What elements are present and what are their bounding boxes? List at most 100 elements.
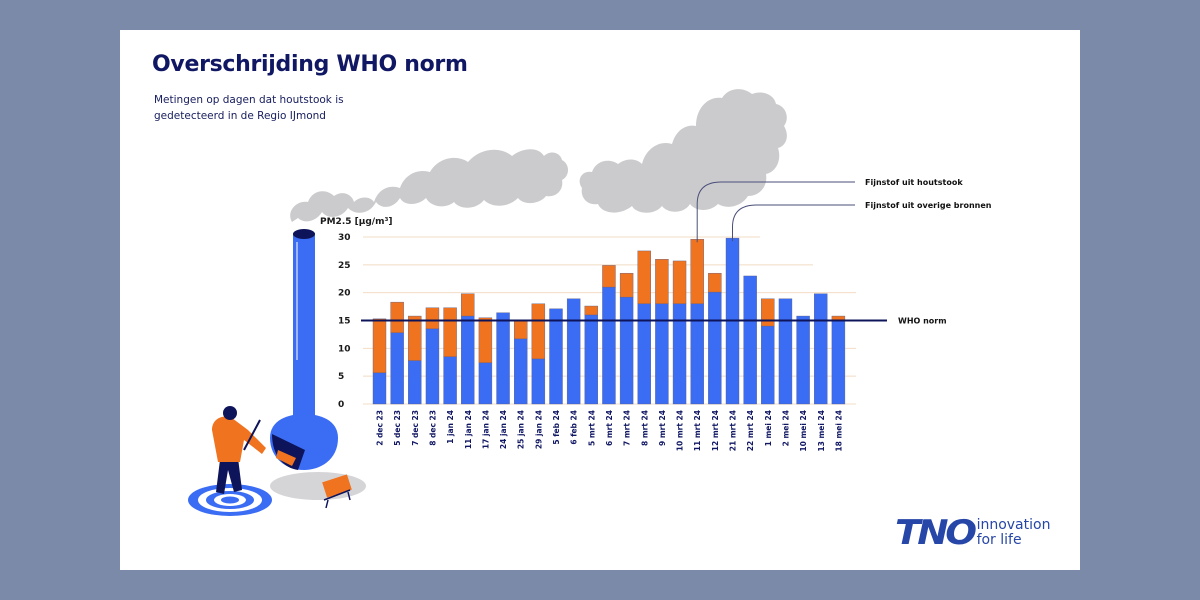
x-tick-label: 29 jan 24 [534,410,543,449]
bar-overige-6 [478,362,493,405]
annotation-overige: Fijnstof uit overige bronnen [865,201,992,210]
x-tick-label: 5 mrt 24 [587,410,596,446]
x-tick-label: 17 jan 24 [481,410,490,449]
bar-overige-7 [496,312,510,405]
bar-houtstook-17 [672,260,687,304]
bar-overige-2 [408,360,422,405]
bar-overige-8 [514,338,528,405]
x-tick-label: 2 mei 24 [781,410,790,446]
bar-houtstook-9 [531,303,546,360]
bar-houtstook-5 [461,293,475,317]
page-title: Overschrijding WHO norm [152,52,468,77]
x-tick-label: 11 mrt 24 [693,410,702,451]
bar-overige-11 [566,298,581,405]
x-tick-label: 6 mrt 24 [605,410,614,446]
x-tick-label: 8 mrt 24 [640,410,649,446]
x-tick-label: 22 mrt 24 [746,410,755,451]
bar-overige-22 [761,325,775,405]
stove-illustration [188,229,366,516]
bar-overige-25 [814,293,828,405]
bar-houtstook-0 [372,318,387,374]
bar-overige-5 [461,315,475,405]
bar-houtstook-4 [443,307,457,357]
x-tick-label: 7 mrt 24 [623,410,632,446]
bar-overige-9 [531,358,546,405]
y-tick-10: 10 [338,344,351,354]
firewood-basket [322,474,352,509]
x-tick-label: 1 jan 24 [446,410,455,444]
x-tick-label: 5 dec 23 [393,410,402,446]
x-tick-label: 10 mrt 24 [676,410,685,451]
x-tick-label: 2 dec 23 [376,410,385,446]
x-tick-label: 10 mei 24 [799,410,808,452]
bar-overige-13 [602,286,616,405]
bar-overige-18 [690,303,704,405]
person-figure [212,406,266,494]
x-tick-label: 18 mei 24 [834,410,843,452]
tagline-line-1: innovation [976,517,1051,533]
annotation-leader-overige [732,204,855,242]
bar-houtstook-6 [478,317,493,364]
bar-houtstook-1 [390,301,404,333]
bar-houtstook-19 [708,272,722,293]
fire-logs [276,450,296,466]
bar-overige-1 [390,332,404,405]
page-subtitle: Metingen op dagen dat houtstook is gedet… [154,94,344,122]
y-tick-5: 5 [338,372,344,382]
smoke-cloud-left [290,149,568,222]
x-tick-label: 8 dec 23 [428,410,437,446]
bar-houtstook-14 [619,272,634,298]
bar-overige-12 [584,314,598,405]
bar-overige-23 [778,298,793,405]
y-axis-title: PM2.5 [µg/m³] [320,217,393,227]
tno-logo-mark: TNO [895,513,977,553]
smoke-cloud-right [579,89,787,213]
y-tick-20: 20 [338,289,351,299]
bar-overige-15 [637,303,651,405]
tagline-line-2: for life [976,532,1022,548]
x-tick-label: 6 feb 24 [570,410,579,445]
bar-houtstook-3 [425,307,440,330]
y-tick-25: 25 [338,261,351,271]
chimney-opening [293,229,315,239]
infographic-card: Overschrijding WHO norm Metingen op dage… [120,30,1080,570]
bar-houtstook-13 [602,265,616,288]
chimney-pipe [293,233,315,433]
x-tick-label: 12 mrt 24 [711,410,720,451]
bar-houtstook-22 [761,298,775,327]
bar-overige-3 [425,328,440,405]
bar-overige-14 [619,296,634,405]
y-tick-labels: 0 5 10 15 20 25 30 [338,233,351,410]
smoke-illustration [290,89,787,222]
annotation-houtstook: Fijnstof uit houtstook [865,178,963,187]
tno-tagline: innovation for life [977,518,1051,548]
stove-fire-opening [272,434,305,470]
bar-houtstook-15 [637,250,651,305]
bar-overige-19 [708,291,722,405]
annotation-leader-houtstook [696,181,855,243]
x-tick-label: 13 mei 24 [817,410,826,452]
x-tick-labels: 2 dec 23 5 dec 23 7 dec 23 8 dec 23 1 jan 24… [376,410,844,452]
y-tick-0: 0 [338,400,344,410]
bar-overige-0 [372,372,387,405]
chart-stage: PM2.5 [µg/m³] 0 5 10 15 20 25 30 2 dec 23 5 dec… [188,89,992,516]
bar-overige-10 [549,308,563,405]
bar-houtstook-16 [655,259,669,304]
y-tick-15: 15 [338,317,351,327]
x-tick-label: 5 feb 24 [552,410,561,445]
target-rings [188,484,272,516]
tno-logo: TNO innovation for life [895,513,1050,553]
who-norm-label: WHO norm [898,317,947,326]
floor-shadow [270,472,366,500]
x-tick-label: 21 mrt 24 [729,410,738,451]
bar-houtstook-2 [408,315,422,361]
bar-overige-16 [655,303,669,405]
x-tick-label: 9 mrt 24 [658,410,667,446]
bar-overige-4 [443,356,457,405]
bar-overige-17 [672,303,687,405]
bar-houtstook-12 [584,305,598,316]
x-tick-label: 1 mei 24 [764,410,773,446]
x-tick-label: 25 jan 24 [517,410,526,449]
x-tick-label: 7 dec 23 [411,410,420,446]
x-tick-label: 11 jan 24 [464,410,473,449]
